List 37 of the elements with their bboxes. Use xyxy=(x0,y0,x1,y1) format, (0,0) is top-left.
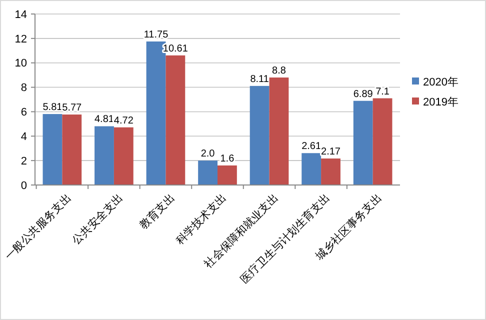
data-label: 8.11 xyxy=(250,74,270,85)
bar xyxy=(166,55,186,185)
data-label: 2.0 xyxy=(200,148,216,160)
y-tick-label: 0 xyxy=(20,180,27,192)
legend-label: 2020年 xyxy=(423,76,458,88)
bar xyxy=(62,114,82,185)
bar xyxy=(353,100,373,185)
data-label: 5.77 xyxy=(62,102,82,114)
y-tick-label: 6 xyxy=(20,106,27,119)
bar xyxy=(302,153,322,185)
data-label: 8.8 xyxy=(272,66,286,77)
y-tick-label: 14 xyxy=(14,8,27,21)
y-tick-label: 2 xyxy=(20,155,27,168)
data-label: 7.1 xyxy=(376,86,390,98)
data-label: 4.72 xyxy=(114,115,134,126)
data-label: 5.81 xyxy=(42,102,63,114)
y-tick-label: 12 xyxy=(14,33,27,46)
bar xyxy=(321,158,340,185)
data-label: 2.61 xyxy=(302,141,322,152)
y-tick-label: 8 xyxy=(20,82,27,94)
y-tick-label: 10 xyxy=(14,58,27,70)
data-label: 11.75 xyxy=(144,29,169,40)
bar xyxy=(94,126,114,185)
data-label: 6.89 xyxy=(353,88,374,100)
data-label: 2.17 xyxy=(321,146,341,158)
bar xyxy=(198,160,218,185)
bar xyxy=(372,98,392,185)
data-label: 4.81 xyxy=(94,114,114,126)
bar xyxy=(269,78,289,185)
bar xyxy=(218,165,237,185)
y-tick-label: 4 xyxy=(20,130,27,143)
data-label: 1.6 xyxy=(220,153,235,164)
legend-label: 2019年 xyxy=(423,96,458,108)
bar xyxy=(114,127,134,185)
bar xyxy=(250,86,270,185)
x-tick-label: 教育支出 xyxy=(136,191,178,232)
bar xyxy=(42,114,62,185)
